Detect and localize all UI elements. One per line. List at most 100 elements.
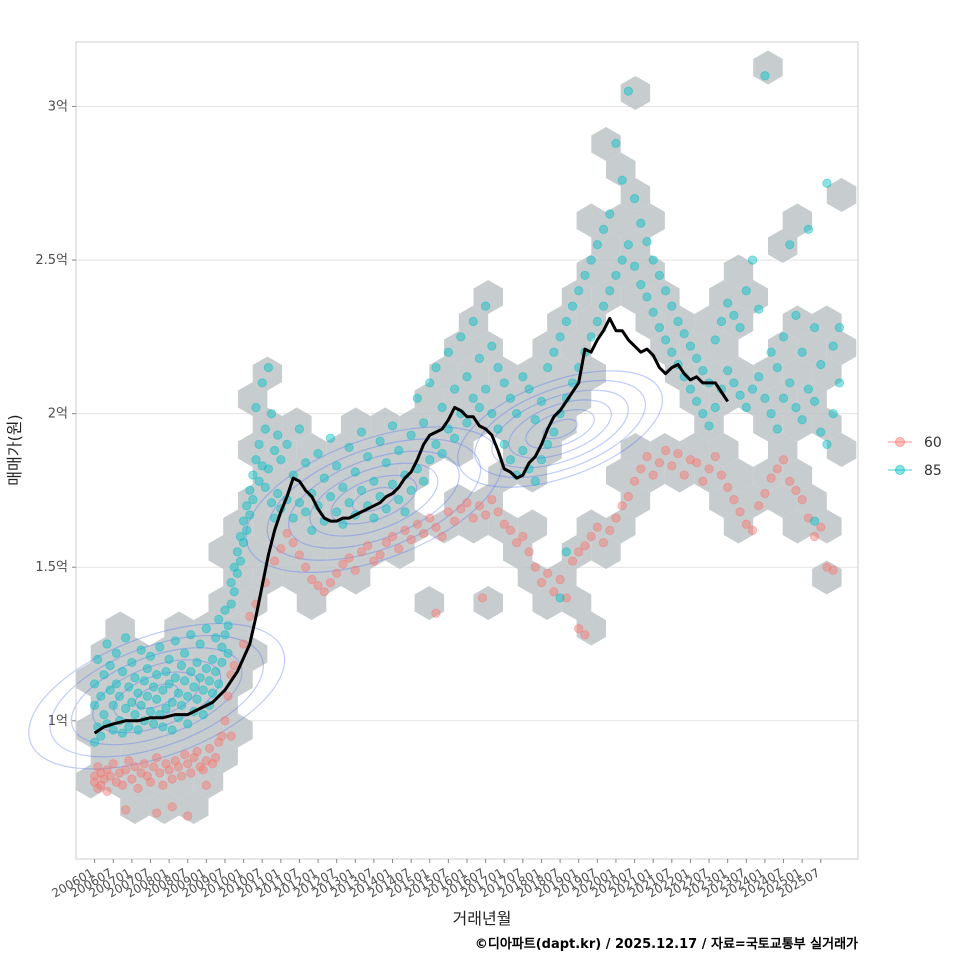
data-point xyxy=(723,298,733,308)
data-point xyxy=(356,547,367,557)
data-point xyxy=(148,682,159,692)
hexbin-cell xyxy=(768,382,798,416)
data-point xyxy=(176,660,187,671)
data-point xyxy=(629,194,640,204)
data-point xyxy=(121,805,131,815)
hexbin-cell xyxy=(782,458,813,493)
data-point xyxy=(155,768,165,778)
hexbin-cell xyxy=(797,382,827,416)
data-point xyxy=(276,544,286,554)
data-point xyxy=(487,341,497,351)
hexbin-cell xyxy=(429,356,459,391)
data-point xyxy=(580,541,590,551)
hexbin-cell xyxy=(679,382,710,416)
hexbin-cell xyxy=(208,535,238,569)
data-point xyxy=(332,568,342,578)
hexbin-cell xyxy=(458,509,489,544)
data-point xyxy=(180,749,190,760)
data-point xyxy=(195,639,205,649)
data-point xyxy=(549,587,559,597)
data-point xyxy=(636,218,646,228)
data-point xyxy=(263,362,273,373)
hexbin-cell xyxy=(326,535,356,569)
data-point xyxy=(164,654,174,664)
hexbin-cell xyxy=(635,458,665,493)
data-point xyxy=(449,433,460,443)
data-point xyxy=(152,670,162,680)
data-point xyxy=(394,544,404,554)
data-point xyxy=(270,445,280,456)
data-point xyxy=(754,501,764,511)
data-point xyxy=(766,347,776,357)
hexbin-cell xyxy=(576,203,606,238)
series-60 xyxy=(90,445,838,821)
data-point xyxy=(294,498,305,508)
hexbin-cell xyxy=(561,535,592,569)
data-point xyxy=(518,445,528,456)
data-point xyxy=(617,501,627,511)
y-axis-title: 매매가(원) xyxy=(5,414,24,485)
y-tick-label: 1.5억 xyxy=(35,560,68,575)
data-point xyxy=(698,366,708,376)
hexbin-cell xyxy=(252,560,283,595)
data-point xyxy=(816,427,826,437)
data-point xyxy=(183,759,193,769)
data-point xyxy=(828,341,838,351)
data-point xyxy=(406,430,416,440)
data-point xyxy=(251,455,261,465)
hexbin-cell xyxy=(606,509,636,544)
data-point xyxy=(549,347,559,357)
data-point xyxy=(136,700,146,711)
data-point xyxy=(468,316,478,327)
hexbin-cell xyxy=(709,331,739,365)
data-point xyxy=(387,531,398,542)
y-tick-label: 2억 xyxy=(48,407,68,422)
hexbin-cell xyxy=(252,458,283,493)
hexbin-cell xyxy=(606,152,636,187)
hexbin-cell xyxy=(664,356,695,391)
data-point xyxy=(152,694,162,704)
data-point xyxy=(487,409,497,419)
data-point xyxy=(139,759,149,769)
hexbin-cell xyxy=(341,560,371,595)
data-point xyxy=(418,528,429,539)
data-point xyxy=(96,691,106,701)
data-point xyxy=(536,455,547,465)
data-point xyxy=(186,768,196,778)
data-point xyxy=(325,577,336,588)
hexbin-cell xyxy=(149,688,180,722)
legend: 60 85 xyxy=(888,435,942,479)
data-point xyxy=(456,504,466,514)
hexbin-cell xyxy=(355,433,386,467)
hexbin-cell xyxy=(723,305,754,340)
data-point xyxy=(257,378,267,388)
data-point xyxy=(443,507,453,517)
data-point xyxy=(661,445,671,456)
hexbin-cell xyxy=(488,509,518,544)
data-point xyxy=(242,501,252,511)
data-point xyxy=(816,359,826,370)
data-point xyxy=(791,402,801,413)
hexbin-cell xyxy=(76,713,106,748)
data-point xyxy=(636,280,646,290)
data-point xyxy=(220,630,230,640)
data-point xyxy=(716,316,727,327)
hexbin-cell xyxy=(282,560,312,595)
data-point xyxy=(499,378,509,388)
density-contour xyxy=(474,379,646,479)
hexbin-cell xyxy=(488,356,518,391)
data-point xyxy=(266,409,277,419)
data-point xyxy=(307,525,317,535)
data-point xyxy=(254,439,264,449)
data-point xyxy=(251,402,261,413)
hexbin-cell xyxy=(414,382,445,416)
data-point xyxy=(425,378,435,388)
density-contour xyxy=(28,622,286,770)
hexbin-cell xyxy=(444,484,474,518)
data-point xyxy=(211,633,221,643)
data-point xyxy=(723,366,733,376)
hexbin-cell xyxy=(768,484,798,518)
data-point xyxy=(145,706,156,717)
data-point xyxy=(437,531,447,542)
